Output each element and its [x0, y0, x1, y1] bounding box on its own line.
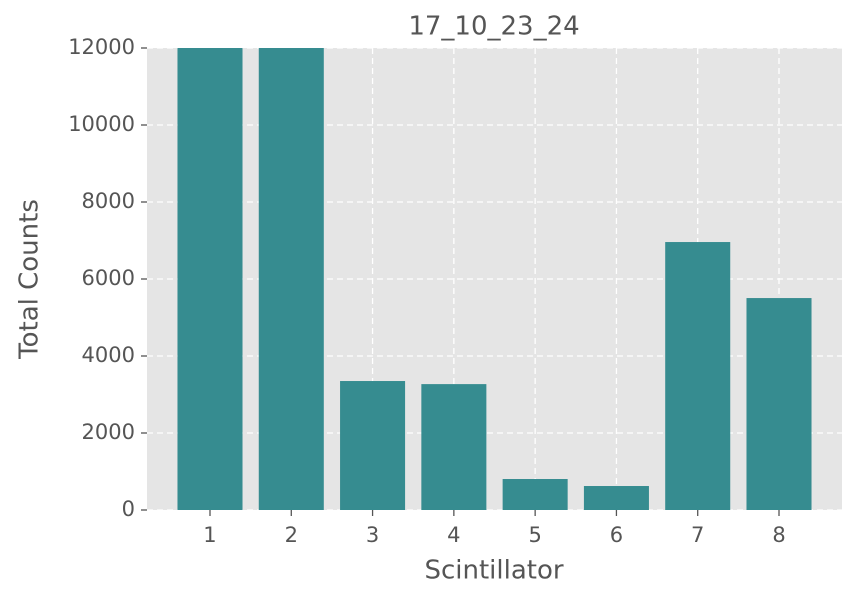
bar [502, 479, 568, 510]
bar [746, 298, 812, 510]
chart-title: 17_10_23_24 [408, 12, 579, 42]
y-axis-label: Total Counts [15, 199, 45, 360]
y-tick-label: 10000 [68, 112, 135, 136]
x-tick-label: 4 [447, 523, 460, 547]
x-tick-label: 6 [610, 523, 623, 547]
x-axis-label: Scintillator [424, 556, 563, 586]
bar [665, 242, 731, 511]
x-tick-label: 7 [691, 523, 704, 547]
y-tick-label: 8000 [82, 189, 135, 213]
bar [340, 381, 406, 510]
y-tick-label: 4000 [82, 343, 135, 367]
x-tick-label: 5 [528, 523, 541, 547]
y-tick-label: 6000 [82, 266, 135, 290]
bar [583, 486, 649, 510]
x-tick-label: 2 [285, 523, 298, 547]
y-tick-label: 2000 [82, 420, 135, 444]
bar [258, 48, 324, 510]
x-tick-label: 8 [772, 523, 785, 547]
x-tick-label: 3 [366, 523, 379, 547]
y-tick-label: 0 [122, 497, 135, 521]
bar [421, 384, 487, 510]
x-tick-label: 1 [203, 523, 216, 547]
y-tick-label: 12000 [68, 35, 135, 59]
bar [177, 48, 243, 510]
